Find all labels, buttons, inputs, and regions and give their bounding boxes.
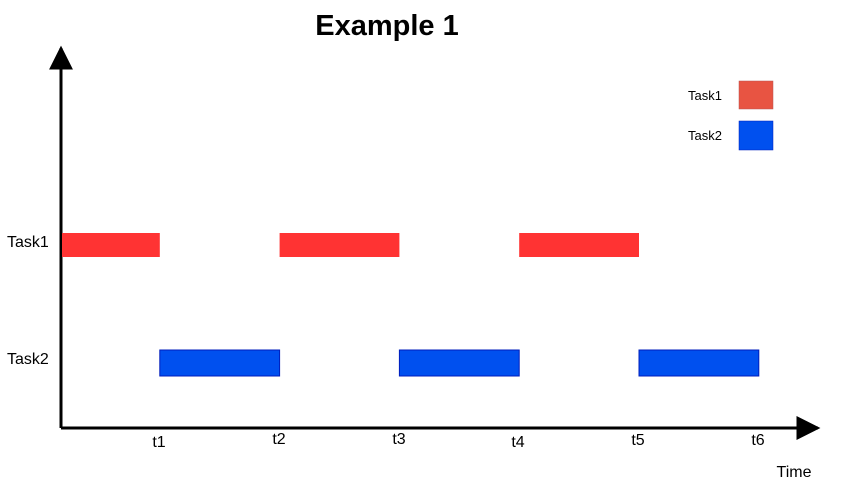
x-axis-label: Time: [777, 464, 812, 481]
diagram-title: Example 1: [315, 10, 458, 42]
bar-task1-3: [519, 233, 639, 257]
row-label-task1: Task1: [7, 234, 49, 251]
bar-task2-3: [638, 349, 760, 377]
tick-label-t4: t4: [511, 434, 524, 451]
bar-task2-2: [398, 349, 520, 377]
tick-label-t5: t5: [631, 432, 644, 449]
tick-label-t6: t6: [751, 432, 764, 449]
tick-label-t2: t2: [272, 431, 285, 448]
legend-label-task1: Task1: [688, 88, 722, 103]
bar-task1-1: [62, 233, 160, 257]
gantt-bars: [62, 233, 760, 377]
legend-swatch-task2: [738, 120, 774, 151]
bar-task2-1: [159, 349, 281, 377]
legend-swatch-task1: [738, 80, 774, 110]
row-label-task2: Task2: [7, 351, 49, 368]
legend: Task1 Task2: [688, 80, 774, 151]
tick-label-t1: t1: [152, 434, 165, 451]
bar-task1-2: [279, 233, 400, 257]
legend-label-task2: Task2: [688, 128, 722, 143]
tick-label-t3: t3: [392, 431, 405, 448]
